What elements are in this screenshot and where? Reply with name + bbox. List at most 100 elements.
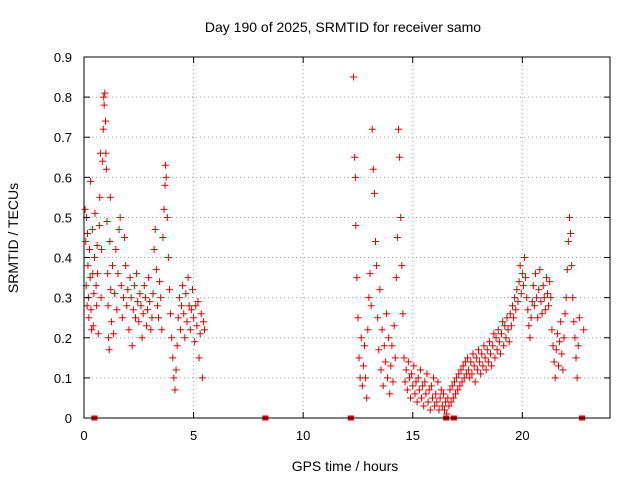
data-point (158, 326, 166, 334)
data-point (371, 238, 379, 246)
data-point (404, 358, 412, 366)
data-point (527, 314, 535, 322)
data-point (381, 358, 389, 366)
data-point (145, 274, 153, 282)
data-point (534, 314, 542, 322)
data-point (83, 302, 91, 310)
data-point (389, 378, 397, 386)
data-point (151, 225, 159, 233)
data-point (557, 318, 565, 326)
data-point (511, 294, 519, 302)
data-point (510, 314, 518, 322)
data-point (91, 209, 99, 217)
data-point (111, 290, 119, 298)
data-point (571, 334, 579, 342)
data-point (376, 286, 384, 294)
data-point (187, 306, 195, 314)
data-point (182, 290, 190, 298)
data-point (409, 382, 417, 390)
data-point (504, 326, 512, 334)
data-point (516, 262, 524, 270)
y-tick-label: 0.5 (54, 210, 72, 225)
data-point (506, 310, 514, 318)
data-point (492, 334, 500, 342)
data-point (473, 366, 481, 374)
data-point (426, 406, 434, 414)
data-point (547, 294, 555, 302)
data-point (400, 354, 408, 362)
data-point (201, 326, 209, 334)
data-point (448, 382, 456, 390)
data-point (150, 246, 158, 254)
data-point (542, 274, 550, 282)
data-point (537, 298, 545, 306)
data-point (553, 330, 561, 338)
data-point (88, 326, 96, 334)
data-point (165, 286, 173, 294)
data-point (528, 298, 536, 306)
data-point (450, 378, 458, 386)
data-point (477, 370, 485, 378)
data-point (363, 394, 371, 402)
data-point (521, 254, 529, 262)
data-point (146, 298, 154, 306)
data-point (471, 378, 479, 386)
data-point (449, 394, 457, 402)
data-point (133, 270, 141, 278)
data-point (352, 221, 360, 229)
data-point (488, 362, 496, 370)
data-point (159, 234, 167, 241)
data-point (550, 358, 558, 366)
data-point (195, 354, 203, 362)
data-point (470, 362, 478, 370)
data-point (358, 382, 366, 390)
data-point (522, 274, 530, 282)
data-point (530, 302, 538, 310)
data-point (129, 306, 137, 314)
data-point (188, 286, 196, 294)
data-point (132, 314, 140, 322)
x-tick-label: 15 (406, 428, 420, 443)
data-point (355, 354, 363, 362)
data-point (369, 165, 377, 173)
data-point (541, 306, 549, 314)
data-point (393, 234, 401, 241)
data-point (184, 274, 192, 282)
data-point (163, 213, 171, 221)
data-point (100, 101, 108, 109)
data-point (399, 310, 407, 318)
data-point (468, 370, 476, 378)
data-point (378, 326, 386, 334)
data-point (491, 354, 499, 362)
data-point (178, 302, 186, 310)
data-point (561, 310, 569, 318)
y-tick-label: 0.1 (54, 371, 72, 386)
data-point (370, 189, 378, 197)
data-point (364, 326, 372, 334)
data-point (104, 270, 112, 278)
data-point (95, 221, 103, 229)
data-point (418, 394, 426, 402)
data-point (173, 342, 181, 350)
data-point (91, 254, 99, 262)
data-point (439, 390, 447, 398)
data-point (403, 386, 411, 394)
data-point (434, 378, 442, 386)
data-point (437, 386, 445, 394)
data-point (495, 338, 503, 346)
data-point (197, 310, 205, 318)
data-point (485, 338, 493, 346)
data-point (519, 282, 527, 290)
data-point (556, 338, 564, 346)
data-point (123, 302, 131, 310)
data-point (366, 270, 374, 278)
data-point (390, 322, 398, 330)
data-point (110, 330, 118, 338)
data-point (126, 274, 134, 282)
data-point (162, 173, 170, 181)
data-point (176, 326, 184, 334)
y-tick-label: 0.6 (54, 170, 72, 185)
data-point (357, 334, 365, 342)
y-tick-label: 0.9 (54, 50, 72, 65)
